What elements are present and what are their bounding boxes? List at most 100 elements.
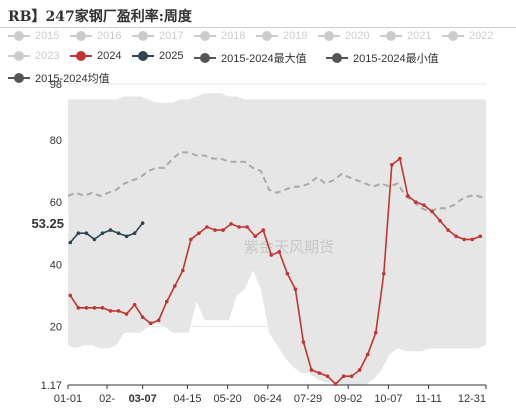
legend-label: 2020 [345, 30, 370, 42]
x-tick-label: 10-07 [374, 393, 402, 405]
legend-label: 2022 [469, 30, 494, 42]
data-point [381, 271, 386, 276]
legend-marker-icon [326, 53, 348, 63]
legend-item-13[interactable]: 2015-2024均值 [8, 70, 110, 86]
data-point [68, 293, 73, 298]
data-point [317, 371, 322, 375]
legend-item-0[interactable]: 2015 [8, 30, 59, 42]
legend-item-6[interactable]: 2021 [380, 30, 431, 42]
y-axis-pointer-label: 53.25 [31, 216, 64, 231]
x-tick-label: 09-02 [334, 393, 362, 405]
data-point [172, 284, 177, 288]
legend-item-4[interactable]: 2019 [256, 30, 307, 42]
data-point [205, 225, 209, 229]
y-tick-label: 60 [50, 197, 62, 209]
legend-item-7[interactable]: 2022 [442, 30, 493, 42]
data-point [365, 352, 370, 357]
legend-marker-icon [442, 31, 464, 41]
legend-label: 2025 [159, 50, 184, 62]
legend-item-8[interactable]: 2023 [8, 50, 59, 62]
data-point [470, 237, 475, 242]
x-tick-label: 04-15 [173, 393, 201, 405]
data-point [221, 228, 225, 232]
data-point [309, 368, 314, 372]
legend-item-3[interactable]: 2018 [194, 30, 245, 42]
legend-marker-icon [8, 73, 30, 83]
data-point [253, 234, 257, 239]
data-point [261, 228, 266, 232]
data-point [197, 231, 201, 236]
legend-item-1[interactable]: 2016 [70, 30, 121, 42]
x-tick-label: 12-31 [458, 393, 486, 405]
data-point [84, 231, 89, 236]
legend-item-2[interactable]: 2017 [132, 30, 183, 42]
data-point [108, 228, 113, 232]
legend-marker-icon [194, 31, 216, 41]
legend-label: 2019 [283, 30, 308, 42]
data-point [148, 321, 153, 326]
series-line-2025 [69, 222, 144, 244]
data-point [245, 225, 249, 229]
data-point [124, 312, 129, 316]
data-point [213, 228, 217, 232]
data-point [277, 250, 282, 254]
data-point [446, 228, 450, 232]
legend-item-10[interactable]: 2025 [132, 50, 183, 62]
data-point [156, 318, 161, 323]
data-point [116, 231, 121, 236]
data-point [341, 374, 346, 379]
data-point [333, 382, 338, 386]
data-point [430, 209, 434, 214]
data-point [140, 315, 145, 319]
watermark-text: 紫金天风期货 [244, 238, 334, 256]
legend-marker-icon [256, 31, 278, 41]
legend-marker-icon [194, 53, 216, 63]
data-point [301, 340, 306, 344]
data-point [132, 231, 137, 236]
legend-item-11[interactable]: 2015-2024最大值 [194, 50, 307, 66]
data-point [181, 268, 185, 273]
title-divider [0, 27, 516, 28]
data-point [237, 225, 241, 229]
data-point [132, 302, 137, 307]
legend-marker-icon [8, 31, 30, 41]
data-point [438, 218, 442, 223]
x-tick-label: 01-01 [54, 393, 82, 405]
legend-label: 2015-2024最小值 [353, 53, 439, 65]
x-axis-pointer-label: 03-07 [129, 393, 157, 405]
legend-marker-icon [132, 31, 154, 41]
data-point [398, 156, 402, 161]
legend-item-5[interactable]: 2020 [318, 30, 369, 42]
data-point [478, 234, 483, 239]
data-point [164, 299, 169, 304]
data-point [454, 234, 458, 239]
y-tick-label: 80 [50, 135, 62, 147]
series-line-2024 [69, 157, 481, 386]
y-axis-pointer: 53.25 [23, 213, 69, 233]
data-point [189, 237, 193, 242]
chart-title: RB】247家钢厂盈利率:周度 [8, 9, 192, 25]
legend-label: 2016 [97, 30, 122, 42]
legend-label: 2024 [97, 50, 122, 62]
data-point [92, 237, 97, 242]
data-point [100, 231, 105, 236]
legend-item-9[interactable]: 2024 [70, 50, 121, 62]
data-point [140, 221, 145, 225]
data-point [76, 306, 81, 310]
legend-marker-icon [70, 31, 92, 41]
y-tick-label: 98 [50, 79, 62, 91]
data-point [325, 374, 330, 379]
x-tick-label: 05-20 [214, 393, 242, 405]
x-tick-label: 02- [99, 393, 115, 405]
legend-marker-icon [8, 51, 30, 61]
y-tick-label: 1.17 [41, 380, 62, 392]
data-point [92, 306, 97, 310]
legend-marker-icon [132, 51, 154, 61]
legend-item-12[interactable]: 2015-2024最小值 [326, 50, 439, 66]
data-point [414, 200, 418, 204]
series-line-2015-2024均值 [67, 151, 487, 213]
data-point [293, 287, 298, 291]
legend-marker-icon [318, 31, 340, 41]
legend-label: 2015 [35, 30, 60, 42]
